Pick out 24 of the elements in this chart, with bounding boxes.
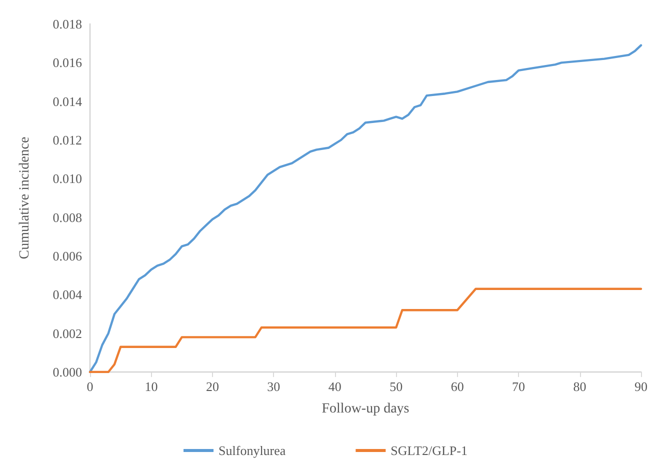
y-tick-label: 0.018 — [52, 16, 82, 32]
y-tick-label: 0.012 — [52, 132, 82, 148]
x-tick-label: 80 — [573, 379, 586, 394]
x-tick-label: 20 — [206, 379, 219, 394]
legend-label: SGLT2/GLP-1 — [390, 443, 468, 458]
y-axis-title: Cumulative incidence — [18, 136, 32, 260]
legend-label: Sulfonylurea — [218, 443, 286, 458]
x-tick-label: 60 — [450, 379, 464, 394]
y-tick-label: 0.002 — [52, 326, 82, 341]
y-tick-label: 0.008 — [52, 210, 82, 225]
y-tick-label: 0.006 — [52, 248, 82, 264]
x-tick-label: 10 — [144, 379, 158, 394]
y-tick-label: 0.016 — [52, 55, 82, 70]
x-tick-label: 70 — [512, 379, 526, 394]
x-tick-label: 0 — [86, 379, 94, 394]
y-tick-label: 0.004 — [52, 287, 82, 302]
x-tick-label: 90 — [634, 379, 648, 394]
x-tick-label: 50 — [390, 379, 403, 394]
x-tick-label: 30 — [267, 379, 280, 394]
y-tick-label: 0.010 — [52, 171, 82, 186]
y-tick-label: 0.000 — [52, 364, 82, 380]
x-tick-label: 40 — [328, 379, 342, 394]
x-axis-title: Follow-up days — [322, 402, 410, 416]
y-tick-label: 0.014 — [52, 94, 82, 109]
